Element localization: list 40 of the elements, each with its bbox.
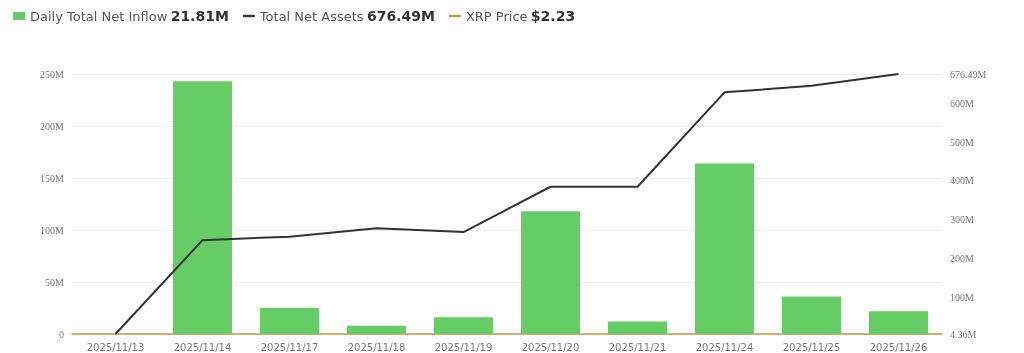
x-tick-label: 2025/11/18 (347, 341, 406, 353)
x-tick-label: 2025/11/25 (782, 341, 841, 353)
y2-tick-label: 500M (950, 136, 974, 148)
bar (433, 317, 494, 334)
y-tick-label: 200M (40, 120, 65, 132)
x-tick-label: 2025/11/19 (434, 341, 493, 353)
line-series (114, 73, 900, 335)
y2-tick-label: 100M (950, 291, 974, 303)
text: 21.81M (170, 8, 229, 24)
legend-label: Total Net Assets (258, 8, 364, 24)
x-tick-label: 2025/11/26 (869, 341, 928, 353)
x-tick-label: 2025/11/17 (260, 341, 319, 353)
y2-tick-label: 4.36M (950, 328, 977, 340)
x-tick-label: 2025/11/20 (521, 341, 580, 353)
legend-label: Daily Total Net Inflow (30, 8, 168, 24)
bar (172, 81, 233, 334)
legend-label: XRP Price (465, 8, 528, 24)
y2-tick-label: 300M (950, 214, 974, 226)
bar (520, 211, 581, 334)
x-tick-label: 2025/11/13 (86, 341, 145, 353)
text: 676.49M (366, 8, 435, 24)
y2-tick-label: 600M (950, 98, 974, 110)
y2-tick-label: 200M (950, 252, 974, 264)
text: $2.23 (530, 8, 576, 24)
y-tick-label: 250M (40, 68, 65, 80)
y-tick-label: 100M (40, 224, 65, 236)
y-tick-label: 150M (40, 172, 65, 184)
y-tick-label: 50M (45, 276, 65, 288)
bar (346, 325, 407, 334)
bar (694, 163, 755, 334)
bar (868, 311, 929, 334)
y2-tick-label: 676.49M (950, 68, 987, 80)
x-tick-label: 2025/11/21 (608, 341, 667, 353)
y2-tick-label: 400M (950, 175, 974, 187)
x-tick-label: 2025/11/24 (695, 341, 754, 353)
bar (781, 296, 842, 334)
bar (607, 321, 668, 334)
y-tick-label: 0 (59, 328, 64, 340)
x-tick-label: 2025/11/14 (173, 341, 232, 353)
bar (259, 308, 320, 334)
